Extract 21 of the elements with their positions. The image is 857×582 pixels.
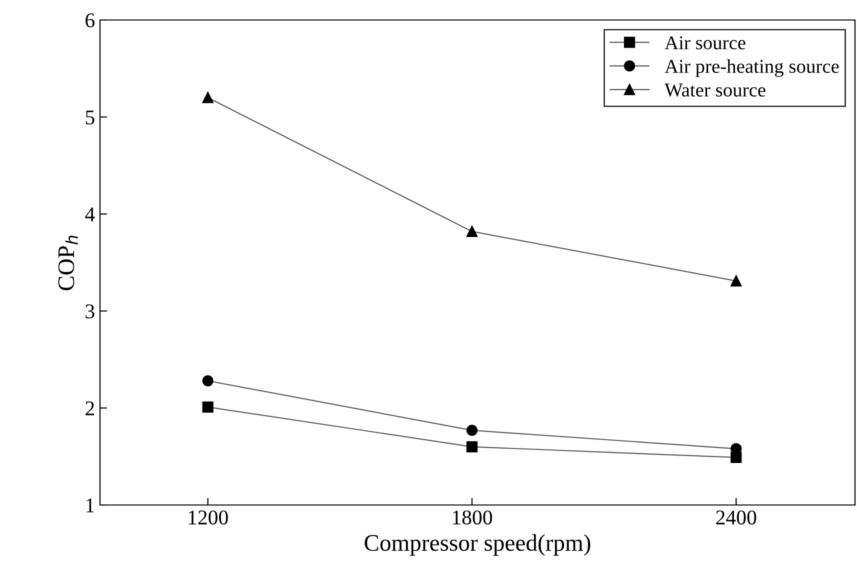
x-tick-label: 2400: [716, 510, 756, 525]
legend-label: Water source: [664, 84, 766, 97]
y-tick-label: 5: [86, 110, 94, 124]
y-tick-label: 4: [85, 208, 95, 222]
y-tick-label: 3: [86, 304, 94, 318]
y-tick-label: 2: [86, 401, 94, 416]
y-tick-label: 1: [86, 498, 94, 512]
y-tick-label: 6: [86, 13, 95, 28]
x-axis-title: Compressor speed(rpm): [364, 534, 590, 556]
x-tick-label: 1800: [452, 510, 492, 525]
point: [730, 275, 742, 286]
point: [466, 441, 478, 452]
point: [202, 401, 214, 413]
legend-label: Air source: [664, 36, 746, 50]
legend-label: Air pre-heating source: [664, 59, 839, 77]
x-tick-label: 1200: [188, 510, 228, 525]
point: [202, 375, 214, 386]
y-axis-title: COP$_{h}$: [58, 236, 78, 290]
point: [202, 92, 214, 104]
point: [466, 424, 478, 436]
point: [466, 226, 478, 238]
